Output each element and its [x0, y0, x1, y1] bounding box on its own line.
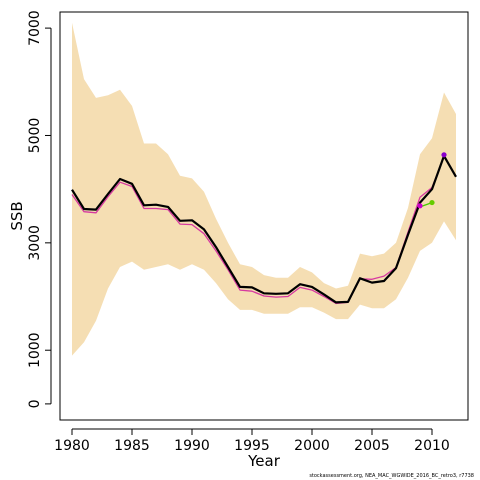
x-tick-label: 2000 — [294, 438, 330, 454]
retro-points — [417, 152, 447, 209]
x-tick-label: 1985 — [114, 438, 150, 454]
retro-point-3 — [441, 152, 447, 158]
series-line-2 — [71, 154, 457, 304]
footer-note: stockassessment.org, NEA_MAC_WGWIDE_2016… — [309, 473, 474, 479]
x-tick-label: 1990 — [174, 438, 210, 454]
retro-point-2 — [429, 199, 435, 206]
confidence-band — [72, 22, 456, 356]
series-line-1 — [71, 156, 445, 305]
y-tick-label: 1000 — [27, 332, 43, 368]
retro-point-1 — [417, 203, 423, 209]
y-tick-label: 5000 — [27, 118, 43, 154]
y-tick-label: 0 — [27, 399, 43, 408]
x-tick-label: 1980 — [54, 438, 90, 454]
x-tick-label: 1995 — [234, 438, 270, 454]
y-tick-label: 7000 — [27, 10, 43, 46]
x-tick-label: 2010 — [414, 438, 450, 454]
plot-frame — [59, 11, 469, 421]
confidence-band-area — [72, 22, 456, 356]
y-axis-title: SSB — [8, 201, 26, 230]
x-axis-title: Year — [247, 452, 281, 470]
y-axis: 0 1000 3000 5000 7000 — [27, 10, 52, 408]
x-tick-label: 2005 — [354, 438, 390, 454]
x-axis: 1980 1985 1990 1995 2000 2005 2010 — [54, 428, 450, 454]
y-tick-label: 3000 — [27, 225, 43, 261]
